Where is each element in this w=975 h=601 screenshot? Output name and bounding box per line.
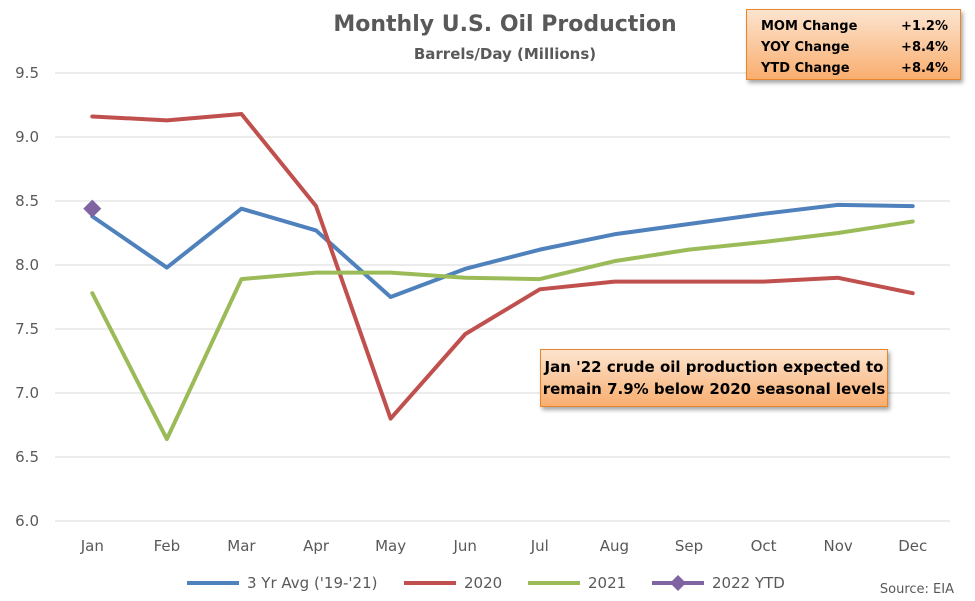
y-tick-label: 8.5: [15, 192, 39, 210]
series-layer: [83, 111, 915, 442]
legend-label: 3 Yr Avg ('19-'21): [247, 574, 378, 592]
y-tick-label: 7.5: [15, 320, 39, 338]
x-tick-label: Apr: [303, 537, 330, 555]
stat-label: YTD Change: [761, 61, 850, 76]
stat-row-mom: MOM Change +1.2%: [761, 16, 948, 37]
x-tick-label: Nov: [823, 537, 852, 555]
chart-title: Monthly U.S. Oil Production: [333, 12, 676, 37]
x-tick-label: Oct: [751, 537, 777, 555]
y-tick-label: 6.0: [15, 512, 39, 530]
source-label: Source: EIA: [880, 582, 954, 597]
y-tick-label: 7.0: [15, 384, 39, 402]
x-tick-label: Aug: [600, 537, 629, 555]
x-tick-label: Jul: [530, 537, 549, 555]
stat-row-ytd: YTD Change +8.4%: [761, 58, 948, 79]
series-point-2022-ytd: [83, 199, 102, 218]
stat-row-yoy: YOY Change +8.4%: [761, 37, 948, 58]
legend-label: 2021: [588, 574, 626, 592]
x-tick-label: May: [375, 537, 406, 555]
legend: 3 Yr Avg ('19-'21) 2020 2021 2022 YTD: [187, 574, 785, 592]
y-tick-label: 8.0: [15, 256, 39, 274]
legend-label: 2020: [464, 574, 502, 592]
series-line-2021: [90, 219, 915, 442]
legend-marker: [670, 575, 686, 591]
annotation-line-1: Jan '22 crude oil production expected to: [544, 358, 884, 376]
series-line-3-yr-avg-19-21: [90, 202, 915, 299]
series-line-2020: [90, 111, 915, 421]
stat-value: +8.4%: [901, 40, 948, 55]
x-tick-label: Jan: [80, 537, 104, 555]
stat-value: +8.4%: [901, 61, 948, 76]
x-axis: Jan Feb Mar Apr May Jun Jul Aug Sep Oct Nov Dec: [80, 537, 927, 555]
y-tick-label: 9.5: [15, 64, 39, 82]
legend-label: 2022 YTD: [712, 574, 785, 592]
y-tick-label: 6.5: [15, 448, 39, 466]
y-tick-label: 9.0: [15, 128, 39, 146]
chart-subtitle: Barrels/Day (Millions): [414, 45, 596, 63]
x-tick-label: Sep: [675, 537, 703, 555]
annotation-box: Jan '22 crude oil production expected to…: [540, 349, 888, 407]
stat-value: +1.2%: [901, 19, 948, 34]
x-tick-label: Jun: [452, 537, 476, 555]
annotation-line-2: remain 7.9% below 2020 seasonal levels: [542, 380, 886, 398]
x-tick-label: Dec: [898, 537, 927, 555]
x-tick-label: Feb: [154, 537, 181, 555]
stat-label: MOM Change: [761, 19, 858, 34]
x-tick-label: Mar: [227, 537, 256, 555]
gridlines: [55, 72, 950, 522]
stats-box: MOM Change +1.2% YOY Change +8.4% YTD Ch…: [746, 9, 961, 80]
y-axis: 6.0 6.5 7.0 7.5 8.0 8.5 9.0 9.5: [15, 64, 39, 530]
stat-label: YOY Change: [761, 40, 850, 55]
